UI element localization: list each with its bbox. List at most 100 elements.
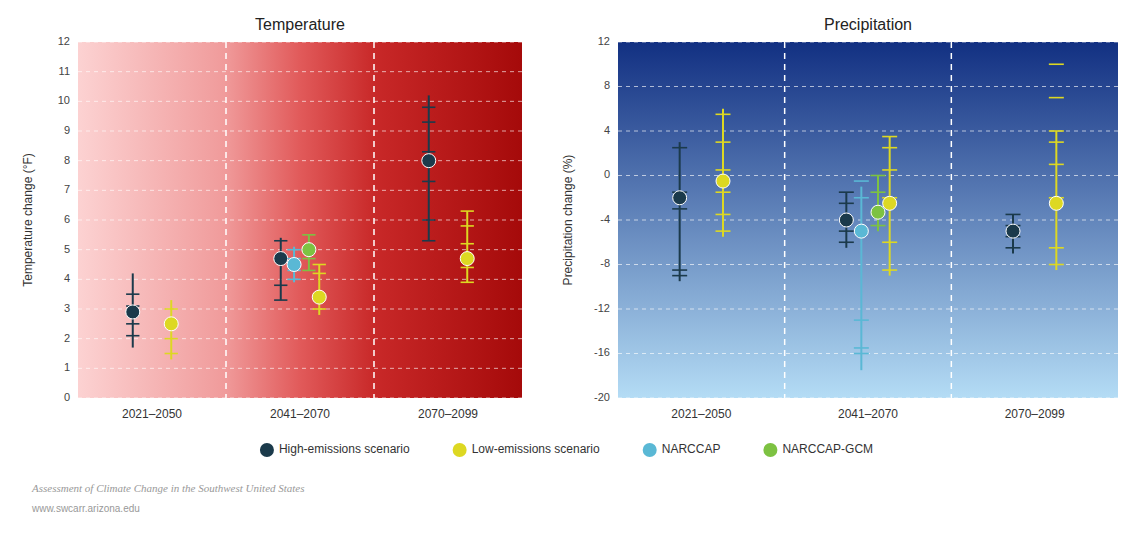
y-tick-label: 5: [64, 243, 70, 255]
series: Low-emissions scenario: [164, 211, 474, 359]
model-value-tick: [461, 225, 474, 227]
model-value-tick: [716, 141, 731, 143]
marks: High-emissions scenarioLow-emissions sce…: [672, 64, 1064, 370]
model-value-tick: [1006, 214, 1021, 216]
center-dot: [839, 213, 853, 227]
model-value-tick: [422, 181, 435, 183]
grid-line: [78, 71, 522, 72]
model-value-tick: [313, 308, 326, 310]
grid-line: [618, 131, 1118, 132]
legend-item: NARCCAP: [643, 442, 721, 457]
model-value-tick: [854, 180, 869, 182]
chart-title: Temperature: [255, 16, 345, 33]
model-value-tick: [165, 308, 178, 310]
error-bar: [679, 142, 681, 281]
y-tick-label: 9: [64, 124, 70, 136]
center-dot: [871, 205, 885, 219]
period-separator: [225, 42, 227, 398]
center-dot: [126, 305, 140, 319]
model-value-tick: [716, 169, 731, 171]
grid-line: [78, 279, 522, 280]
legend-swatch: [643, 443, 657, 457]
error-bar: [860, 187, 862, 371]
legend-swatch: [453, 443, 467, 457]
grid-line: [618, 398, 1118, 399]
series: High-emissions scenario: [126, 95, 436, 347]
y-tick-label: 6: [64, 213, 70, 225]
series: NARCCAP-GCM: [302, 235, 316, 271]
grid-line: [618, 264, 1118, 265]
x-tick-label: 2041–2070: [838, 407, 898, 421]
model-value-tick: [882, 241, 897, 243]
model-value-tick: [854, 347, 869, 349]
center-dot: [883, 196, 897, 210]
grid-line: [78, 101, 522, 102]
model-value-tick: [422, 219, 435, 221]
period-separator: [373, 42, 375, 398]
legend-item: Low-emissions scenario: [453, 442, 600, 457]
model-value-tick: [839, 191, 854, 193]
grid-line: [78, 160, 522, 161]
panel: -20-16-12-8-4048122021–20502041–20702070…: [561, 16, 1118, 421]
center-dot: [302, 243, 316, 257]
model-value-tick: [854, 197, 869, 199]
model-value-tick: [871, 191, 886, 193]
grid-line: [78, 338, 522, 339]
y-tick-label: 0: [64, 391, 70, 403]
center-dot: [274, 252, 288, 266]
grid-line: [618, 353, 1118, 354]
series: NARCCAP-GCM: [871, 176, 886, 232]
model-value-tick: [461, 210, 474, 212]
model-value-tick: [672, 147, 687, 149]
center-dot: [716, 174, 730, 188]
model-value-tick: [126, 323, 139, 325]
model-value-tick: [1049, 141, 1064, 143]
model-value-tick: [1049, 247, 1064, 249]
model-value-tick: [461, 243, 474, 245]
model-value-tick: [672, 269, 687, 271]
x-tick-label: 2070–2099: [418, 407, 478, 421]
center-dot: [1006, 224, 1020, 238]
x-tick-label: 2041–2070: [270, 407, 330, 421]
model-value-tick: [287, 249, 300, 251]
y-tick-label: 12: [58, 35, 70, 47]
y-tick-label: -12: [594, 302, 610, 314]
legend-swatch: [763, 443, 777, 457]
y-tick-label: 8: [604, 79, 610, 91]
y-tick-label: 2: [64, 332, 70, 344]
model-value-tick: [716, 191, 731, 193]
model-value-tick: [1049, 164, 1064, 166]
y-tick-label: 3: [64, 302, 70, 314]
center-dot: [164, 317, 178, 331]
error-bar: [466, 211, 468, 282]
grid-line: [78, 249, 522, 250]
model-value-tick: [1006, 247, 1021, 249]
model-value-tick: [882, 147, 897, 149]
y-tick-label: -8: [600, 257, 610, 269]
model-value-tick: [882, 136, 897, 138]
center-dot: [312, 290, 326, 304]
model-value-tick: [287, 279, 300, 281]
model-value-tick: [126, 293, 139, 295]
y-axis-label: Precipitation change (%): [561, 155, 575, 286]
grid-line: [78, 398, 522, 399]
period-separator: [951, 42, 953, 398]
model-value-tick: [302, 270, 315, 272]
model-value-tick: [1049, 130, 1064, 132]
series: NARCCAP: [854, 181, 869, 370]
model-value-tick: [274, 240, 287, 242]
legend-label: NARCCAP: [662, 442, 721, 456]
y-tick-label: 0: [604, 168, 610, 180]
model-value-tick: [422, 151, 435, 153]
y-tick-label: 12: [598, 35, 610, 47]
model-value-tick: [1049, 63, 1064, 65]
legend-label: NARCCAP-GCM: [782, 442, 873, 456]
model-value-tick: [839, 241, 854, 243]
grid-line: [618, 309, 1118, 310]
model-value-tick: [1049, 97, 1064, 99]
legend-item: High-emissions scenario: [260, 442, 410, 457]
center-dot: [287, 258, 301, 272]
model-value-tick: [302, 258, 315, 260]
model-value-tick: [126, 335, 139, 337]
model-value-tick: [313, 264, 326, 266]
